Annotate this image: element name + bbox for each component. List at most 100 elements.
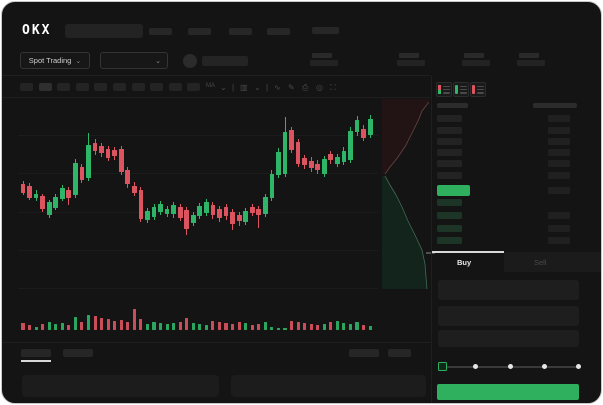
ask-price-placeholder[interactable]	[437, 172, 462, 179]
volume-bar	[34, 327, 38, 330]
bottom-action-placeholder[interactable]	[349, 349, 379, 357]
nav-item-placeholder[interactable]	[267, 28, 290, 35]
volume-bar	[289, 321, 294, 330]
chart-gridline	[18, 288, 378, 289]
slider-stop[interactable]	[576, 364, 582, 369]
bid-price-placeholder[interactable]	[437, 212, 462, 219]
orderbook-amount-header-placeholder	[533, 103, 577, 108]
candle-body	[223, 207, 229, 216]
tab-sell-bg	[504, 252, 601, 272]
tab-sell[interactable]: Sell	[534, 258, 547, 267]
volume-bar	[139, 319, 143, 330]
candle-body	[204, 202, 209, 213]
bid-price-placeholder[interactable]	[437, 199, 462, 206]
orderbook-view-asks-only-icon[interactable]	[470, 82, 486, 97]
timeframe-button[interactable]	[187, 83, 201, 91]
candle-body	[361, 129, 366, 138]
bottom-action-placeholder[interactable]	[388, 349, 411, 357]
timeframe-button[interactable]	[20, 83, 33, 91]
volume-bar	[322, 324, 326, 330]
stat-label-placeholder	[519, 53, 539, 58]
volume-bar	[296, 322, 300, 330]
bid-price-placeholder[interactable]	[437, 237, 462, 244]
last-price-marker	[426, 252, 435, 254]
candle-body	[184, 210, 190, 229]
volume-bar	[244, 323, 248, 330]
active-tab-indicator	[432, 251, 504, 253]
price-input[interactable]	[438, 280, 579, 300]
bottom-tab-history[interactable]	[63, 349, 93, 357]
volume-bar	[172, 323, 176, 330]
stat-value-placeholder	[397, 60, 425, 66]
bottom-tab-orders[interactable]	[21, 349, 51, 357]
line-style-icon[interactable]: ∿	[274, 83, 281, 92]
tab-buy[interactable]: Buy	[457, 258, 472, 267]
bid-price-placeholder[interactable]	[437, 225, 462, 232]
timeframe-button[interactable]	[150, 83, 164, 91]
ask-price-placeholder[interactable]	[437, 160, 462, 167]
screenshot-icon[interactable]: ⎙	[302, 83, 309, 92]
volume-bar	[263, 322, 267, 330]
stat-value-placeholder	[517, 60, 545, 66]
ask-price-placeholder[interactable]	[437, 115, 462, 122]
okx-logo: OKX	[22, 23, 52, 38]
amount-input[interactable]	[438, 306, 579, 326]
volume-bar	[329, 322, 333, 330]
slider-stop[interactable]	[541, 364, 547, 369]
candle-body	[341, 151, 347, 162]
volume-bar	[257, 324, 261, 330]
buy-button[interactable]	[437, 384, 579, 400]
volume-bar	[21, 323, 25, 330]
slider-stop[interactable]	[507, 364, 513, 369]
timeframe-button[interactable]	[38, 83, 52, 91]
timeframe-button[interactable]	[94, 83, 108, 91]
candle-body	[302, 158, 308, 165]
orderbook-view-bids-only-icon[interactable]	[453, 82, 469, 97]
volume-bar	[348, 324, 353, 330]
timeframe-button[interactable]	[57, 83, 71, 91]
search-input[interactable]	[65, 24, 143, 38]
stat-label-placeholder	[399, 53, 419, 58]
divider	[2, 75, 431, 76]
volume-bar	[60, 323, 64, 330]
candle-body	[315, 164, 321, 170]
settings-icon[interactable]: ◎	[316, 83, 323, 92]
orderbook-view-combined-book-icon[interactable]	[436, 82, 452, 97]
ask-price-placeholder[interactable]	[437, 127, 462, 134]
volume-bar	[47, 322, 51, 330]
candle-body	[131, 186, 137, 193]
slider-handle[interactable]	[438, 362, 447, 371]
candle-type-icon[interactable]: ▥	[240, 83, 248, 92]
ask-price-placeholder[interactable]	[437, 149, 462, 156]
coin-icon	[183, 54, 197, 68]
indicator-ma-icon[interactable]: MA	[206, 83, 215, 89]
volume-bar	[276, 328, 280, 330]
candle-body	[59, 188, 65, 199]
nav-item-placeholder[interactable]	[229, 28, 252, 35]
ask-price-placeholder[interactable]	[437, 138, 462, 145]
pair-dropdown[interactable]: ⌄	[100, 52, 168, 69]
timeframe-button[interactable]	[113, 83, 126, 91]
timeframe-button[interactable]	[75, 83, 89, 91]
last-price-pill[interactable]	[437, 185, 470, 196]
divider: |	[232, 83, 235, 92]
volume-bar	[27, 325, 32, 330]
nav-item-placeholder[interactable]	[312, 27, 339, 34]
timeframe-button[interactable]	[168, 83, 182, 91]
nav-item-placeholder[interactable]	[188, 28, 211, 35]
candle-body	[269, 174, 275, 198]
timeframe-button[interactable]	[131, 83, 145, 91]
chevron-down-icon[interactable]: ⌄	[254, 83, 261, 92]
nav-item-placeholder[interactable]	[149, 28, 172, 35]
candle-body	[164, 209, 170, 214]
draw-tool-icon[interactable]: ✎	[288, 83, 295, 92]
candle-body	[53, 197, 59, 208]
divider: |	[266, 83, 269, 92]
chevron-down-icon[interactable]: ⌄	[220, 83, 227, 92]
market-type-dropdown[interactable]: Spot Trading ⌄	[20, 52, 90, 69]
slider-stop[interactable]	[473, 364, 479, 369]
total-input[interactable]	[438, 330, 579, 347]
fullscreen-icon[interactable]: ⛶	[330, 83, 336, 92]
volume-bar	[198, 324, 202, 330]
